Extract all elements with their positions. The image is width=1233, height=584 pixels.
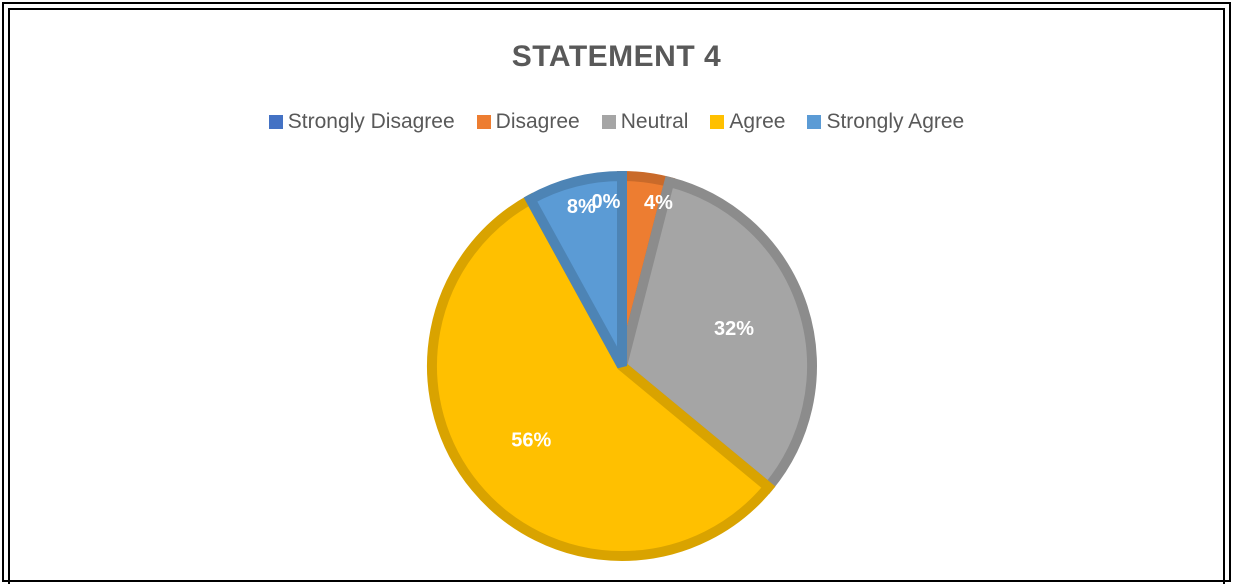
legend-label: Agree [729, 110, 786, 133]
legend-item-strongly-agree: Strongly Agree [807, 110, 964, 134]
legend-swatch [710, 115, 725, 129]
pie-slice-neutral [616, 175, 817, 495]
chart-title: STATEMENT 4 [511, 40, 722, 73]
legend-item-agree: Agree [710, 110, 785, 134]
slice-label-agree: 56% [511, 429, 551, 451]
legend-item-strongly-disagree: Strongly Disagree [268, 110, 455, 134]
slice-label-strongly-agree: 8% [567, 196, 596, 218]
slice-label-disagree: 4% [644, 192, 673, 214]
pie-slice-strongly-agree [523, 170, 627, 369]
slice-label-neutral: 32% [714, 318, 754, 340]
legend-swatch [807, 115, 822, 129]
slice-label-strongly-disagree: 0% [592, 191, 621, 213]
pie-slice-agree [427, 192, 776, 561]
legend-label: Neutral [620, 110, 689, 133]
legend-label: Strongly Disagree [287, 110, 455, 133]
chart-legend: Strongly Disagree Disagree Neutral Agree… [0, 110, 1233, 134]
legend-label: Strongly Agree [826, 110, 965, 133]
legend-swatch [268, 115, 283, 129]
legend-item-neutral: Neutral [601, 110, 689, 134]
chart-frame-inner [8, 8, 1225, 584]
legend-swatch [476, 115, 491, 129]
legend-label: Disagree [495, 110, 580, 133]
legend-item-disagree: Disagree [476, 110, 580, 134]
legend-swatch [601, 115, 616, 129]
